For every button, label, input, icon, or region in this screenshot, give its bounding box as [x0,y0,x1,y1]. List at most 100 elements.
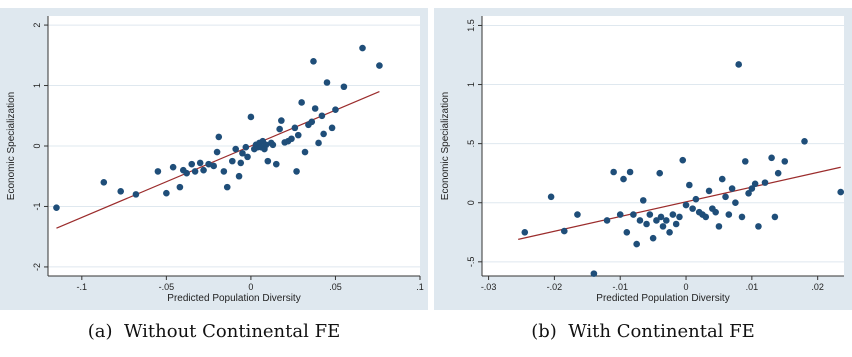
data-point [223,183,231,191]
x-tick-label: 0 [684,282,689,292]
data-point [676,213,683,221]
data-point [232,145,239,153]
data-point [291,124,299,132]
x-tick-label: -.01 [612,282,628,292]
data-point [630,211,637,218]
data-point [323,79,331,86]
data-point [244,153,251,161]
x-axis-label: Predicted Population Diversity [596,293,729,304]
data-point [741,158,749,165]
data-point [653,217,660,224]
data-point [643,220,650,228]
data-point [215,133,223,141]
data-point [272,160,280,168]
data-point [732,199,739,207]
data-point [646,211,654,218]
data-point [768,154,775,162]
fit-line [518,166,841,240]
data-point [682,201,690,209]
data-point [359,44,366,52]
y-tick-label: 2 [32,23,42,28]
data-point [728,185,736,192]
data-point [722,193,729,201]
data-point [169,163,177,171]
data-point [301,148,309,156]
data-point [574,211,581,218]
data-point [196,159,204,167]
data-point [686,181,693,189]
data-point [229,157,236,165]
data-point [278,117,285,124]
x-tick-label: .01 [746,282,759,292]
data-point [247,113,255,121]
data-point [715,223,723,230]
data-point [117,188,125,195]
data-point [308,118,316,126]
data-point [718,175,726,183]
data-point [679,156,687,164]
data-point [276,125,283,133]
x-tick-label: .02 [811,282,824,292]
data-point [748,185,756,192]
data-point [745,189,752,197]
data-point [315,139,322,147]
data-point [666,228,673,236]
data-point [755,223,762,230]
data-point [205,160,212,168]
data-point [100,178,108,186]
data-point [837,188,845,196]
data-point [656,169,664,177]
data-point [725,211,733,218]
data-point [610,168,617,176]
data-point [774,169,782,177]
x-tick-label: 0 [248,282,253,292]
data-point [616,211,624,218]
y-tick-label: 1.5 [466,19,476,32]
x-tick-label: .1 [416,282,424,292]
x-tick-label: -.02 [547,282,563,292]
data-point [262,141,270,149]
data-point [751,180,759,188]
data-point [801,137,808,145]
x-tick-label: .05 [329,282,342,292]
data-point [376,62,383,69]
data-point [200,166,207,174]
data-point [298,99,305,106]
data-point [712,208,719,216]
data-point [176,183,184,191]
x-tick-label: -.1 [77,282,88,292]
scatter-chart-a: -2 -1 0 1 2 -.1 -.05 0 .05 .1 Predicted Population… [0,8,428,310]
data-point [738,213,746,221]
data-point [264,157,272,165]
data-point [702,213,710,221]
plot-area [482,16,844,276]
data-point [132,191,140,198]
y-axis-label: Economic Specialization [6,92,17,200]
data-point [735,61,742,68]
data-point [692,195,700,203]
data-point [293,168,300,175]
data-point [163,189,170,197]
data-point [242,143,250,151]
y-tick-label: -2 [32,263,42,271]
data-point [781,158,789,165]
data-point [623,228,631,236]
y-axis-label: Economic Specialization [440,92,451,200]
data-point [210,162,218,170]
data-point [560,227,568,235]
data-point [237,159,245,167]
data-point [590,270,598,277]
data-point [239,149,246,157]
x-tick-label: -.03 [481,282,497,292]
scatter-chart-b: -.5 0 .5 1 1.5 -.03 -.02 -.01 0 .01 .02 Predicted P… [434,8,852,310]
data-point [320,130,327,138]
data-point [659,223,667,230]
chart-panel-a: -2 -1 0 1 2 -.1 -.05 0 .05 .1 Predicted Population… [0,8,428,342]
data-point [288,135,295,143]
data-point [235,172,243,180]
data-point [154,168,162,175]
data-point [188,160,196,168]
caption-b: (b) With Continental FE [531,321,755,342]
data-point [310,58,317,65]
data-point [294,131,302,139]
